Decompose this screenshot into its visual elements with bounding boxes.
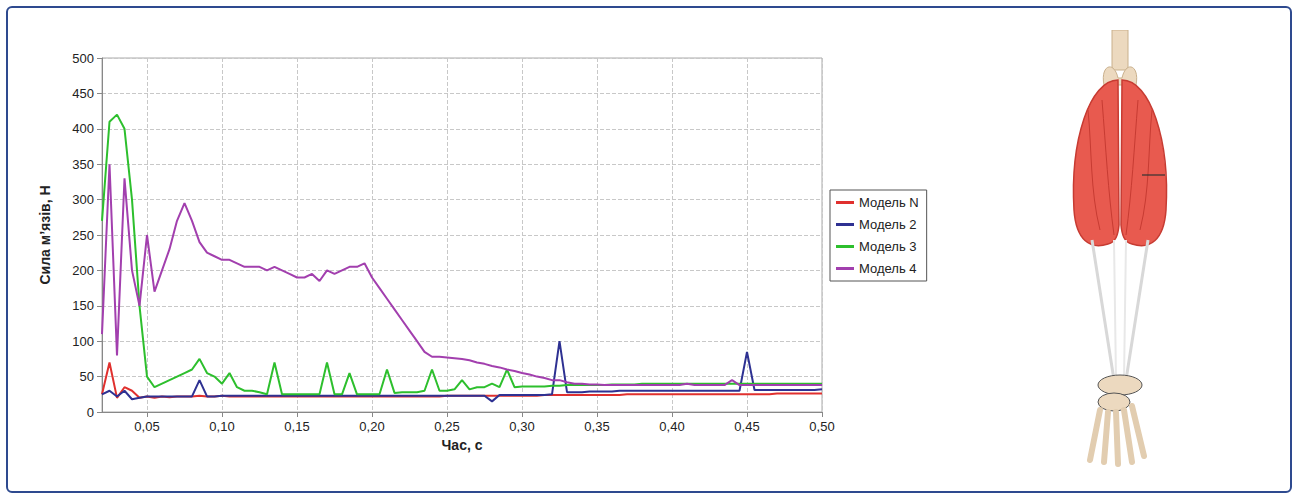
svg-text:0,50: 0,50 [809, 419, 834, 434]
svg-text:Модель 4: Модель 4 [859, 261, 917, 276]
svg-text:150: 150 [72, 298, 94, 313]
svg-text:Модель 2: Модель 2 [859, 217, 917, 232]
svg-text:0,45: 0,45 [734, 419, 759, 434]
svg-text:50: 50 [80, 369, 94, 384]
svg-text:200: 200 [72, 263, 94, 278]
svg-text:0,05: 0,05 [134, 419, 159, 434]
svg-text:500: 500 [72, 51, 94, 66]
svg-text:Модель N: Модель N [859, 195, 919, 210]
svg-text:0,25: 0,25 [434, 419, 459, 434]
svg-text:250: 250 [72, 228, 94, 243]
svg-text:Час, с: Час, с [442, 437, 483, 453]
svg-text:300: 300 [72, 192, 94, 207]
svg-text:0,10: 0,10 [209, 419, 234, 434]
svg-text:350: 350 [72, 157, 94, 172]
svg-text:400: 400 [72, 121, 94, 136]
svg-text:Модель 3: Модель 3 [859, 239, 917, 254]
svg-text:Сила м’язів, Н: Сила м’язів, Н [37, 185, 53, 284]
svg-text:0,30: 0,30 [509, 419, 534, 434]
svg-text:0,40: 0,40 [659, 419, 684, 434]
svg-text:0,15: 0,15 [284, 419, 309, 434]
svg-text:0,20: 0,20 [359, 419, 384, 434]
svg-text:0: 0 [87, 405, 94, 420]
svg-text:100: 100 [72, 334, 94, 349]
svg-text:450: 450 [72, 86, 94, 101]
svg-text:0,35: 0,35 [584, 419, 609, 434]
